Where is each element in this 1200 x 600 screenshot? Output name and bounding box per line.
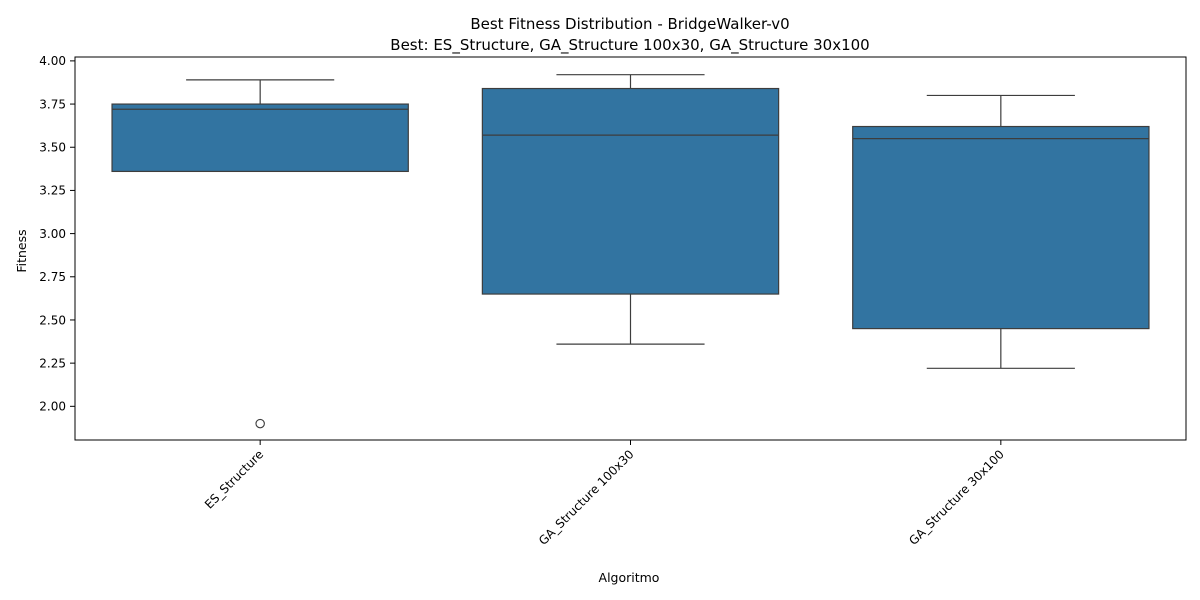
x-axis-ticks: ES_Structure GA_Structure 100x30 GA_Struct…: [202, 440, 1007, 548]
x-tick-label: ES_Structure: [202, 447, 266, 511]
y-axis-ticks: 2.00 2.25 2.50 2.75 3.00 3.25 3.50 3.75 4.00: [39, 54, 75, 414]
y-tick-label: 2.50: [39, 313, 66, 327]
box-iqr: [481, 87, 780, 295]
box-group: [111, 79, 409, 429]
y-tick-label: 4.00: [39, 54, 66, 68]
box-group: [481, 74, 780, 345]
box-iqr: [852, 125, 1150, 330]
y-tick-label: 2.25: [39, 356, 66, 370]
y-tick-label: 3.75: [39, 97, 66, 111]
y-axis-label: Fitness: [14, 229, 29, 272]
box-group: [852, 94, 1150, 369]
x-tick-label: GA_Structure 30x100: [906, 447, 1007, 548]
x-axis-label: Algoritmo: [599, 570, 660, 585]
y-tick-label: 2.75: [39, 270, 66, 284]
y-tick-label: 3.00: [39, 227, 66, 241]
y-tick-label: 3.50: [39, 141, 66, 155]
x-tick-label: GA_Structure 100x30: [536, 447, 637, 548]
chart-subtitle: Best: ES_Structure, GA_Structure 100x30,…: [390, 36, 869, 55]
chart-title: Best Fitness Distribution - BridgeWalker…: [470, 15, 789, 33]
box-iqr: [111, 103, 409, 173]
outlier-point: [255, 418, 265, 429]
plot-area: [74, 56, 1187, 441]
y-tick-label: 3.25: [39, 184, 66, 198]
y-tick-label: 2.00: [39, 400, 66, 414]
